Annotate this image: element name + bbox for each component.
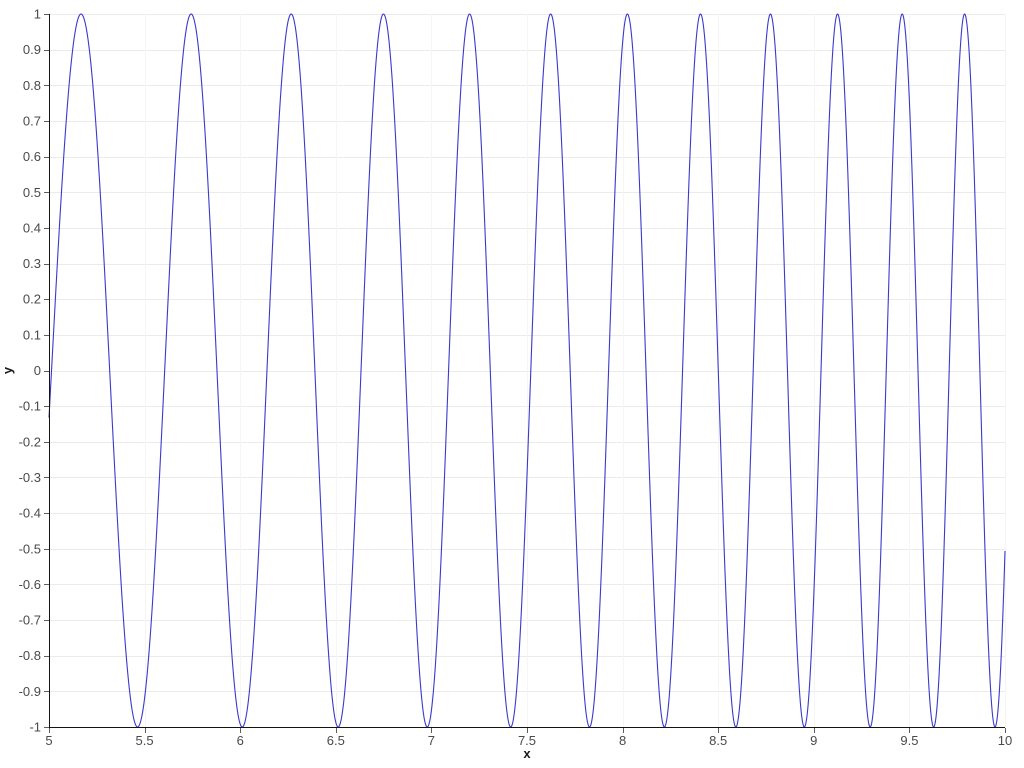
y-tick-label: 0.6 [23,149,41,164]
y-tick-label: -0.4 [19,506,41,521]
y-tick-label: -0.3 [19,470,41,485]
x-tick-label: 7.5 [518,733,536,748]
x-tick-label: 9.5 [900,733,918,748]
y-tick-label: 1 [34,7,41,22]
y-axis-title: y [0,366,15,374]
y-tick-label: 0.2 [23,292,41,307]
x-tick-label: 9 [810,733,817,748]
y-tick-label: -0.8 [19,648,41,663]
x-axis-title: x [523,746,531,761]
y-tick-label: 0 [34,363,41,378]
x-tick-label: 6 [237,733,244,748]
series-lines [48,13,1006,728]
y-tick-label: 0.9 [23,42,41,57]
x-tick-label: 6.5 [327,733,345,748]
series-line-sin-x-2- [48,13,1006,728]
y-tick-label: -0.6 [19,577,41,592]
x-tick-label: 5 [45,733,52,748]
x-tick-label: 8 [619,733,626,748]
y-tick-label: 0.7 [23,113,41,128]
y-tick-label: -1 [29,720,41,735]
x-tick-label: 10 [998,733,1012,748]
y-tick-label: 0.4 [23,220,41,235]
x-tick-label: 5.5 [136,733,154,748]
tick-marks [44,14,1006,733]
axis-lines [48,14,1005,729]
y-tick-label: 0.5 [23,185,41,200]
y-tick-label: 0.8 [23,78,41,93]
y-tick-label: -0.7 [19,613,41,628]
y-tick-label: 0.1 [23,327,41,342]
y-tick-label: -0.2 [19,434,41,449]
y-tick-label: 0.3 [23,256,41,271]
y-tick-label: -0.1 [19,399,41,414]
x-tick-label: 8.5 [709,733,727,748]
y-tick-label: -0.5 [19,541,41,556]
x-tick-label: 7 [428,733,435,748]
tick-labels: 5 5.5 6 6.5 7 7.5 8 8.5 9 9.5 10 1 0.9 0.8 0.7 0.6 0.5 0.… [19,7,1013,749]
y-tick-label: -0.9 [19,684,41,699]
